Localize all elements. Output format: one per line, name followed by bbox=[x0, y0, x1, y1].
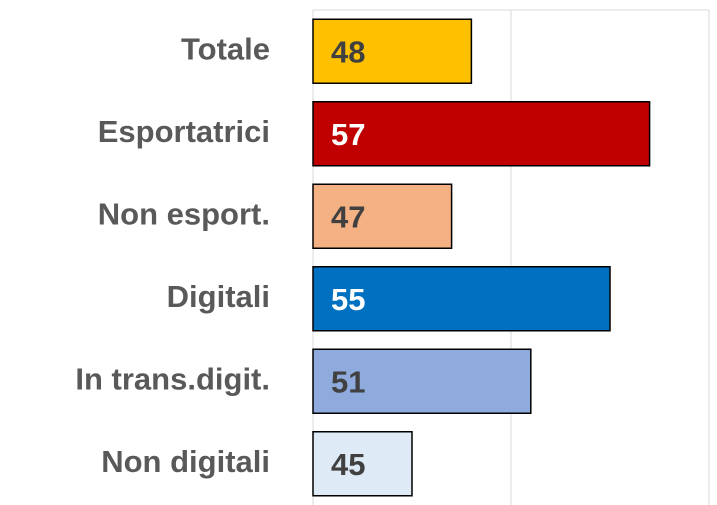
value-label: 55 bbox=[331, 282, 365, 317]
value-label: 51 bbox=[331, 364, 365, 399]
category-label: Non digitali bbox=[101, 444, 270, 479]
chart: Totale 48 Esportatrici 57 Non esport. 47 Digit… bbox=[0, 0, 717, 505]
value-label: 47 bbox=[331, 199, 365, 234]
category-label: Digitali bbox=[167, 279, 270, 314]
value-label: 45 bbox=[331, 447, 365, 482]
value-label: 48 bbox=[331, 34, 365, 69]
category-label: Esportatrici bbox=[98, 114, 270, 149]
category-label: Totale bbox=[181, 31, 270, 66]
page: {"chart_data": {"type": "bar", "orientat… bbox=[0, 0, 717, 505]
category-label: In trans.digit. bbox=[75, 361, 270, 396]
category-label: Non esport. bbox=[98, 196, 270, 231]
value-label: 57 bbox=[331, 117, 365, 152]
